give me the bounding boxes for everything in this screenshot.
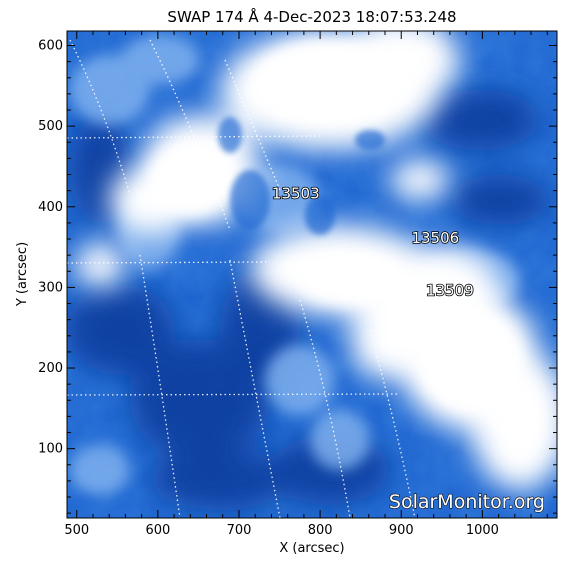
y-tick-label: 300: [38, 280, 63, 295]
y-axis-ticks: 100 200 300 400 500 600: [38, 39, 557, 514]
active-region-label: 13506: [411, 229, 459, 247]
y-tick-label: 400: [38, 200, 63, 215]
y-tick-label: 200: [38, 361, 63, 376]
x-axis-label: X (arcsec): [279, 541, 344, 556]
solar-image: [67, 31, 557, 518]
y-axis-label: Y (arcsec): [15, 242, 30, 307]
plot-frame: [66, 30, 558, 519]
x-tick-label: 600: [145, 523, 170, 538]
x-axis-ticks: 500 600 700 800 900 1000: [64, 31, 548, 538]
fine-structure: [218, 117, 385, 235]
x-tick-label: 800: [308, 523, 333, 538]
y-tick-label: 100: [38, 442, 63, 457]
active-region-label: 13503: [272, 185, 320, 203]
x-tick-label: 1000: [466, 523, 499, 538]
heliographic-grid: [67, 39, 416, 518]
active-region-labels: 13503 13506 13509: [271, 184, 474, 300]
x-tick-label: 900: [389, 523, 414, 538]
x-tick-label: 700: [227, 523, 252, 538]
y-tick-label: 600: [38, 39, 63, 54]
figure-title: SWAP 174 Å 4-Dec-2023 18:07:53.248: [167, 7, 456, 26]
watermark: SolarMonitor.org: [389, 491, 545, 513]
bright-cores: [150, 40, 520, 410]
active-region-label: 13509: [426, 281, 474, 299]
y-tick-label: 500: [38, 119, 63, 134]
x-tick-label: 500: [64, 523, 89, 538]
